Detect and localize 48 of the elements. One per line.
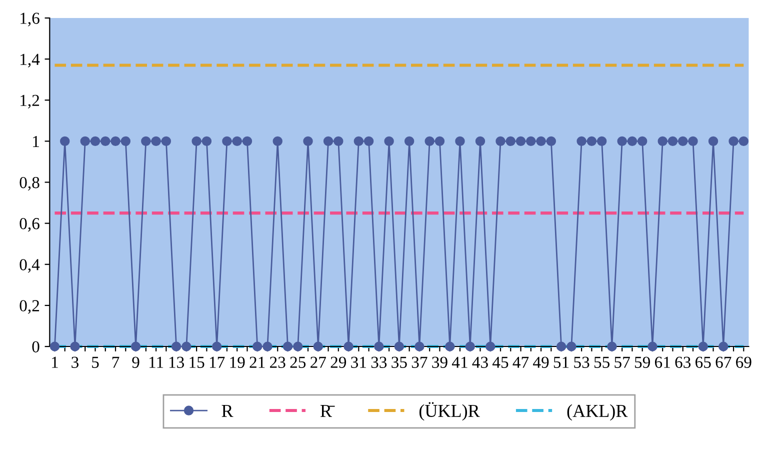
- x-tick-label: 39: [432, 356, 448, 368]
- y-tick-label: 0,6: [20, 218, 40, 232]
- x-tick-label: 45: [492, 356, 508, 368]
- x-tick-label: 65: [696, 356, 711, 368]
- x-tick-label: 19: [230, 356, 245, 368]
- x-tick-label: 33: [371, 356, 387, 368]
- legend-label: (AKL)R: [567, 404, 628, 421]
- x-tick-label: 37: [412, 356, 428, 368]
- x-tick-label: 35: [392, 356, 407, 368]
- legend-label: R: [222, 405, 234, 417]
- y-tick-label: 0,2: [20, 300, 40, 314]
- x-tick-label: 13: [169, 356, 184, 368]
- y-tick-label: 1,2: [20, 94, 40, 108]
- y-tick-label: 0,4: [20, 259, 40, 273]
- x-tick-label: 59: [634, 356, 650, 368]
- x-tick-label: 7: [112, 356, 120, 368]
- x-tick-label: 51: [554, 356, 569, 368]
- x-tick-label: 25: [290, 356, 306, 368]
- x-tick-label: 49: [533, 356, 549, 368]
- y-tick-label: 0,8: [20, 176, 40, 191]
- y-tick-label: 0: [32, 341, 40, 352]
- x-tick-label: 23: [270, 356, 286, 368]
- x-tick-label: 47: [512, 356, 529, 368]
- x-tick-label: 29: [330, 356, 346, 368]
- x-tick-label: 55: [594, 356, 610, 368]
- x-tick-label: 21: [250, 356, 265, 368]
- x-tick-label: 3: [72, 356, 79, 368]
- x-tick-label: 17: [210, 356, 225, 368]
- y-tick-label: 1,6: [20, 12, 40, 26]
- legend-label: R̄: [320, 405, 335, 417]
- y-tick-label: 1: [33, 136, 39, 147]
- x-tick-label: 67: [716, 356, 732, 368]
- x-tick-label: 43: [472, 356, 488, 368]
- x-tick-label: 15: [190, 356, 204, 368]
- x-tick-label: 31: [351, 356, 366, 368]
- x-tick-label: 41: [452, 356, 468, 368]
- x-tick-label: 9: [132, 356, 140, 368]
- x-tick-label: 5: [92, 356, 99, 368]
- x-tick-label: 69: [736, 356, 752, 368]
- x-tick-label: 61: [654, 356, 670, 368]
- x-tick-label: 1: [52, 356, 58, 368]
- legend-label: (ÜKL)R: [419, 402, 480, 421]
- x-tick-label: 57: [614, 356, 630, 368]
- x-tick-label: 53: [574, 356, 590, 368]
- x-tick-label: 63: [675, 356, 691, 368]
- x-tick-label: 11: [149, 356, 164, 368]
- y-tick-label: 1,4: [20, 54, 40, 68]
- x-tick-label: 27: [310, 356, 326, 368]
